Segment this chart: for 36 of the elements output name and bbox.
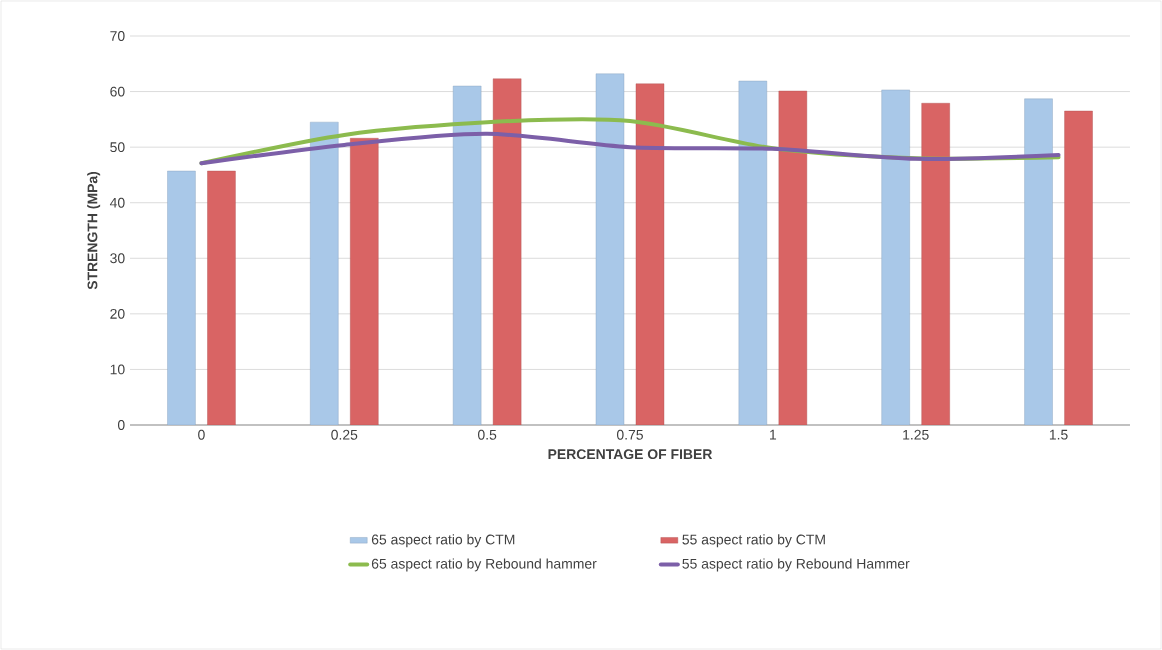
x-tick-label: 1.5 (1049, 429, 1068, 440)
bar (207, 170, 236, 425)
y-tick-label: 30 (110, 253, 125, 264)
y-tick-label: 10 (110, 364, 125, 375)
bar (635, 83, 665, 425)
x-tick-label: 0.5 (477, 429, 497, 440)
y-tick-label: 70 (110, 31, 125, 41)
bar (167, 170, 196, 425)
y-tick-label: 20 (110, 308, 125, 319)
y-axis-title: STRENGTH (MPa) (87, 171, 101, 290)
y-tick-label: 60 (110, 86, 125, 97)
bar (492, 78, 522, 425)
x-axis-title: PERCENTAGE OF FIBER (548, 449, 713, 460)
legend-label: 55 aspect ratio by CTM (682, 534, 825, 548)
legend-label: 65 aspect ratio by CTM (371, 534, 515, 548)
x-tick-label: 0.75 (616, 429, 643, 440)
legend-label: 55 aspect ratio by Rebound Hammer (682, 558, 910, 572)
bar (350, 138, 379, 425)
bar (595, 73, 625, 425)
line-series (199, 131, 1061, 166)
y-tick-label: 40 (109, 197, 125, 208)
bar (881, 89, 910, 425)
x-tick-label: 1.25 (903, 429, 929, 440)
x-tick-label: 1 (770, 429, 777, 440)
x-tick-label: 0.25 (331, 429, 358, 440)
bar (1024, 98, 1053, 425)
y-tick-label: 0 (117, 420, 125, 430)
y-tick-label: 50 (110, 142, 125, 153)
bar (1064, 110, 1093, 425)
legend-label: 65 aspect ratio by Rebound hammer (371, 558, 597, 572)
bar (738, 80, 768, 425)
bar (310, 121, 339, 425)
bar (921, 103, 950, 425)
x-tick-label: 0 (198, 429, 205, 440)
bar (778, 90, 808, 425)
bar (452, 85, 482, 425)
